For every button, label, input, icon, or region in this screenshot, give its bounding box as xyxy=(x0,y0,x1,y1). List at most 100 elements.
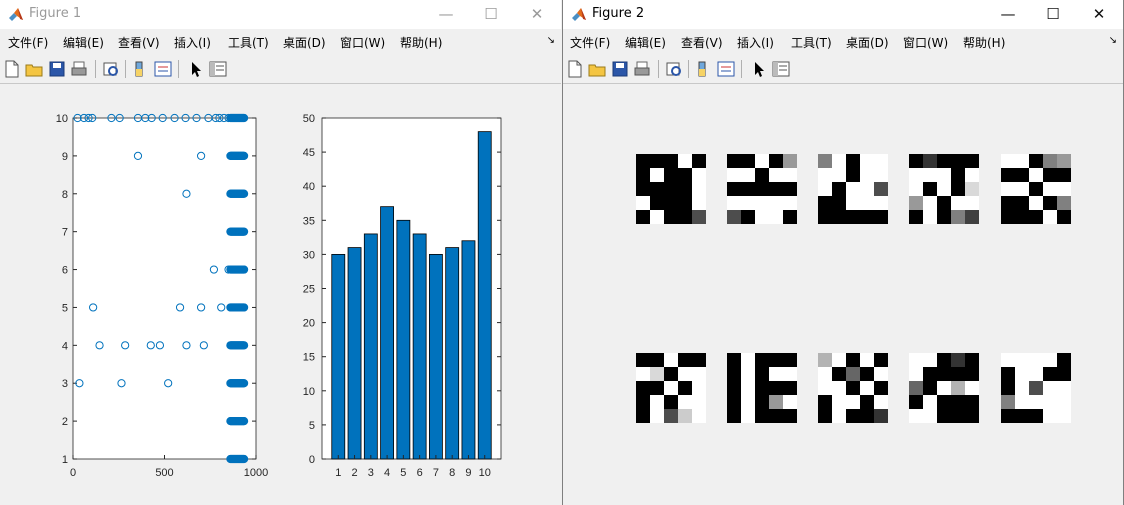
y-tick-label: 50 xyxy=(303,113,315,125)
menu-window[interactable]: 窗口(W) xyxy=(340,36,386,50)
image-pixel xyxy=(874,154,888,168)
new-file-icon[interactable] xyxy=(566,60,584,78)
image-pixel xyxy=(937,395,951,409)
image-pixel xyxy=(965,367,979,381)
menu-edit[interactable]: 编辑(E) xyxy=(63,36,104,50)
menu-file[interactable]: 文件(F) xyxy=(8,36,49,50)
close-button[interactable]: ✕ xyxy=(530,5,544,23)
image-pixel xyxy=(692,210,706,224)
scatter-point xyxy=(155,341,165,350)
menu-desktop[interactable]: 桌面(D) xyxy=(846,36,889,50)
new-file-icon[interactable] xyxy=(3,60,21,78)
menu-overflow-icon[interactable]: ↘ xyxy=(1108,35,1117,46)
y-tick-label: 15 xyxy=(303,352,315,364)
image-pixel xyxy=(923,381,937,395)
image-pixel xyxy=(727,196,741,210)
window-title: Figure 2 xyxy=(592,6,645,21)
image-pixel xyxy=(636,381,650,395)
image-pixel xyxy=(1015,196,1029,210)
image-pixel xyxy=(1043,210,1057,224)
maximize-button[interactable]: ☐ xyxy=(484,5,498,23)
print-icon[interactable] xyxy=(70,60,88,78)
open-folder-icon[interactable] xyxy=(25,60,43,78)
menu-view[interactable]: 查看(V) xyxy=(681,36,723,50)
menu-tools[interactable]: 工具(T) xyxy=(791,36,832,50)
image-pixel xyxy=(727,168,741,182)
scatter-point xyxy=(209,265,219,274)
image-pixel xyxy=(755,168,769,182)
title-bar[interactable]: Figure 2 — ☐ ✕ xyxy=(563,0,1123,29)
image-pixel xyxy=(1029,367,1043,381)
pointer-icon[interactable] xyxy=(187,60,205,78)
image-pixel xyxy=(650,367,664,381)
colorbar-icon[interactable] xyxy=(132,60,150,78)
image-pixel xyxy=(923,395,937,409)
image-pixel xyxy=(727,353,741,367)
image-pixel xyxy=(783,367,797,381)
save-icon[interactable] xyxy=(48,60,66,78)
pointer-icon[interactable] xyxy=(750,60,768,78)
image-pixel xyxy=(965,182,979,196)
image-pixel xyxy=(755,182,769,196)
image-pixel xyxy=(860,210,874,224)
property-inspector-icon[interactable] xyxy=(209,60,227,78)
scatter-point xyxy=(240,341,249,350)
image-pixel xyxy=(1057,154,1071,168)
scatter-point xyxy=(197,303,206,312)
image-pixel xyxy=(741,367,755,381)
minimize-button[interactable]: — xyxy=(438,5,454,23)
image-pixel xyxy=(846,210,860,224)
bar xyxy=(363,233,378,460)
image-pixel xyxy=(692,409,706,423)
image-pixel xyxy=(874,409,888,423)
print-preview-icon[interactable] xyxy=(102,60,120,78)
image-pixel xyxy=(1015,381,1029,395)
menu-tools[interactable]: 工具(T) xyxy=(228,36,269,50)
menu-edit[interactable]: 编辑(E) xyxy=(625,36,666,50)
image-pixel xyxy=(923,353,937,367)
image-pixel xyxy=(937,182,951,196)
print-icon[interactable] xyxy=(633,60,651,78)
x-tick-label: 1000 xyxy=(244,467,268,479)
image-pixel xyxy=(650,381,664,395)
legend-icon[interactable] xyxy=(717,60,735,78)
menu-bar: 文件(F) 编辑(E) 查看(V) 插入(I) 工具(T) 桌面(D) 窗口(W… xyxy=(563,29,1123,56)
figure-canvas xyxy=(563,84,1123,505)
title-bar[interactable]: Figure 1 — ☐ ✕ xyxy=(0,0,561,29)
scatter-point xyxy=(147,113,156,123)
image-pixel xyxy=(1029,168,1043,182)
minimize-button[interactable]: — xyxy=(1000,5,1016,23)
scatter-point xyxy=(115,113,124,123)
image-pixel xyxy=(965,353,979,367)
menu-help[interactable]: 帮助(H) xyxy=(400,36,443,50)
maximize-button[interactable]: ☐ xyxy=(1046,5,1060,23)
save-icon[interactable] xyxy=(611,60,629,78)
menu-insert[interactable]: 插入(I) xyxy=(737,36,774,50)
scatter-point xyxy=(158,113,167,123)
image-pixel xyxy=(846,367,860,381)
figure-2-window: Figure 2 — ☐ ✕ 文件(F) 编辑(E) 查看(V) 插入(I) 工… xyxy=(562,0,1124,505)
menu-overflow-icon[interactable]: ↘ xyxy=(546,35,555,46)
colorbar-icon[interactable] xyxy=(695,60,713,78)
image-pixel xyxy=(1043,367,1057,381)
property-inspector-icon[interactable] xyxy=(772,60,790,78)
image-pixel xyxy=(937,196,951,210)
image-pixel xyxy=(692,196,706,210)
menu-help[interactable]: 帮助(H) xyxy=(963,36,1006,50)
y-tick-label: 25 xyxy=(303,284,315,296)
open-folder-icon[interactable] xyxy=(588,60,606,78)
image-pixel xyxy=(874,395,888,409)
image-pixel xyxy=(832,168,846,182)
menu-view[interactable]: 查看(V) xyxy=(118,36,160,50)
print-preview-icon[interactable] xyxy=(665,60,683,78)
menu-desktop[interactable]: 桌面(D) xyxy=(283,36,326,50)
menu-window[interactable]: 窗口(W) xyxy=(903,36,949,50)
menu-insert[interactable]: 插入(I) xyxy=(174,36,211,50)
image-pixel xyxy=(923,182,937,196)
legend-icon[interactable] xyxy=(154,60,172,78)
menu-file[interactable]: 文件(F) xyxy=(570,36,611,50)
close-button[interactable]: ✕ xyxy=(1092,5,1106,23)
toolbar-separator xyxy=(688,60,689,78)
image-pixel xyxy=(769,196,783,210)
